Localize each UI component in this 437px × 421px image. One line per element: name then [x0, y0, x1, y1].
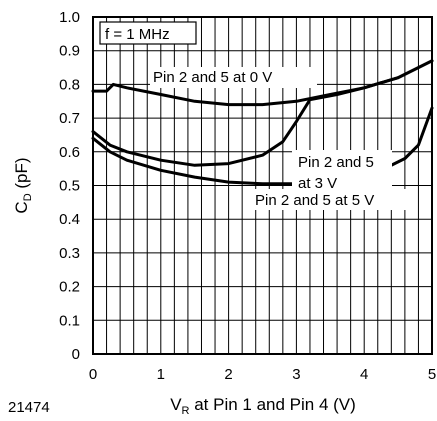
x-tick-label: 4: [360, 366, 368, 383]
y-tick-label: 0.3: [59, 245, 80, 262]
figure-id: 21474: [8, 399, 50, 416]
series-label: Pin 2 and 5 at 5 V: [255, 192, 374, 209]
x-tick-label: 5: [428, 366, 436, 383]
series-lines: [91, 59, 434, 186]
y-tick-label: 0.4: [59, 211, 80, 228]
tick-labels: 0 0.1 0.2 0.3 0.4 0.5 0.6 0.7 0.8 0.9 1.0 0 1 2 3 4 5: [59, 9, 436, 383]
y-tick-label: 0.5: [59, 178, 80, 195]
series-label-background: [292, 150, 392, 194]
x-tick-label: 0: [89, 366, 97, 383]
y-tick-label: 0.7: [59, 110, 80, 127]
x-tick-label: 1: [157, 366, 165, 383]
y-tick-label: 0.9: [59, 43, 80, 60]
series-label-background: [252, 189, 409, 210]
series-label: Pin 2 and 5: [298, 154, 374, 171]
x-axis-label: VR at Pin 1 and Pin 4 (V): [170, 395, 356, 417]
condition-box: [99, 21, 197, 45]
y-tick-label: 0.2: [59, 279, 80, 296]
series-line: [91, 59, 434, 167]
y-tick-label: 0.8: [59, 76, 80, 93]
y-tick-label: 0.6: [59, 144, 80, 161]
series-label: Pin 2 and 5 at 0 V: [153, 69, 272, 86]
plot-frame: [92, 16, 433, 355]
y-axis-label: CD (pF): [12, 157, 34, 213]
series-label-background: [150, 67, 317, 88]
series-line: [91, 106, 434, 186]
x-tick-label: 2: [224, 366, 232, 383]
y-tick-label: 0.1: [59, 312, 80, 329]
y-tick-label: 1.0: [59, 9, 80, 26]
y-tick-label: 0: [72, 346, 80, 363]
series-label: at 3 V: [298, 175, 337, 192]
x-tick-label: 3: [292, 366, 300, 383]
condition-label: f = 1 MHz: [105, 26, 170, 43]
